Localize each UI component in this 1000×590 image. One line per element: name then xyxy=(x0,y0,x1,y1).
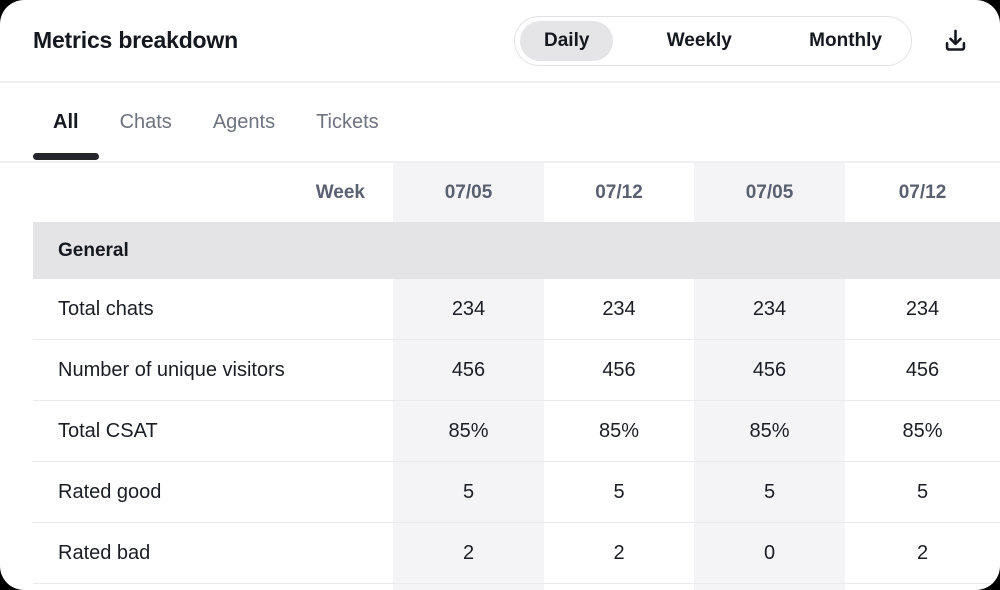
period-option-monthly[interactable]: Monthly xyxy=(785,21,906,61)
cell-value: 456 xyxy=(602,358,636,381)
cell-value: 2 xyxy=(613,541,625,564)
period-option-weekly[interactable]: Weekly xyxy=(643,21,756,61)
cell-value: 234 xyxy=(905,297,940,320)
row-label: Total CSAT xyxy=(58,419,158,442)
tab-all[interactable]: All xyxy=(33,83,99,161)
cell-value: 234 xyxy=(602,297,636,320)
cell-value: 456 xyxy=(752,358,787,381)
section-header-general: General xyxy=(33,222,1000,279)
header-actions: Daily Weekly Monthly xyxy=(514,15,970,66)
tab-tickets[interactable]: Tickets xyxy=(316,83,379,161)
table-row: Rated good 5 5 5 5 xyxy=(33,462,1000,523)
row-label: Total chats xyxy=(58,297,154,320)
cell-value: 0 xyxy=(763,541,776,564)
cell-value: 5 xyxy=(462,480,475,503)
cell-value: 5 xyxy=(763,480,776,503)
column-header-date: 07/05 xyxy=(444,181,493,203)
cell-value: 85% xyxy=(448,419,489,442)
cell-value: 234 xyxy=(752,297,787,320)
tab-agents[interactable]: Agents xyxy=(213,83,275,161)
download-icon xyxy=(945,29,965,51)
table-row: Rated bad 2 2 0 2 xyxy=(33,523,1000,584)
period-toggle: Daily Weekly Monthly xyxy=(514,15,912,66)
download-button[interactable] xyxy=(940,26,970,56)
cell-value: 85% xyxy=(749,419,790,442)
column-header-date: 07/12 xyxy=(898,181,947,203)
cell-value: 5 xyxy=(613,480,625,503)
cell-value: 234 xyxy=(451,297,486,320)
cell-value: 2 xyxy=(462,541,475,564)
table-row: Total CSAT 85% 85% 85% 85% xyxy=(33,401,1000,462)
period-option-daily[interactable]: Daily xyxy=(520,20,614,61)
row-label: Rated good xyxy=(58,480,162,503)
page-title: Metrics breakdown xyxy=(33,27,238,53)
cell-value: 85% xyxy=(598,419,640,442)
metrics-table: Week 07/05 07/12 07/05 07/12 General Tot… xyxy=(0,163,1000,590)
row-label: Rated bad xyxy=(58,541,151,564)
tab-chats[interactable]: Chats xyxy=(120,83,172,161)
table-row: Number of unique visitors 456 456 456 45… xyxy=(33,340,1000,401)
cell-value: 2 xyxy=(916,541,929,564)
cell-value: 85% xyxy=(902,419,943,442)
section-label: General xyxy=(58,239,129,261)
tab-label: Agents xyxy=(212,110,276,133)
cell-value: 456 xyxy=(905,358,940,381)
cell-value: 5 xyxy=(916,480,929,503)
tab-label: All xyxy=(53,110,79,133)
column-header-date: 07/05 xyxy=(745,181,794,203)
column-header-date: 07/12 xyxy=(595,181,643,203)
tab-label: Chats xyxy=(119,110,172,133)
table-row: Total chats 234 234 234 234 xyxy=(33,279,1000,340)
panel-header: Metrics breakdown Daily Weekly Monthly xyxy=(0,0,1000,83)
tab-bar: All Chats Agents Tickets xyxy=(0,83,1000,163)
column-header-week: Week xyxy=(315,181,365,203)
active-tab-indicator xyxy=(33,153,99,160)
row-label: Number of unique visitors xyxy=(58,358,285,381)
table-header-row: Week 07/05 07/12 07/05 07/12 xyxy=(33,163,1000,222)
tab-label: Tickets xyxy=(316,110,379,133)
cell-value: 456 xyxy=(451,358,486,381)
